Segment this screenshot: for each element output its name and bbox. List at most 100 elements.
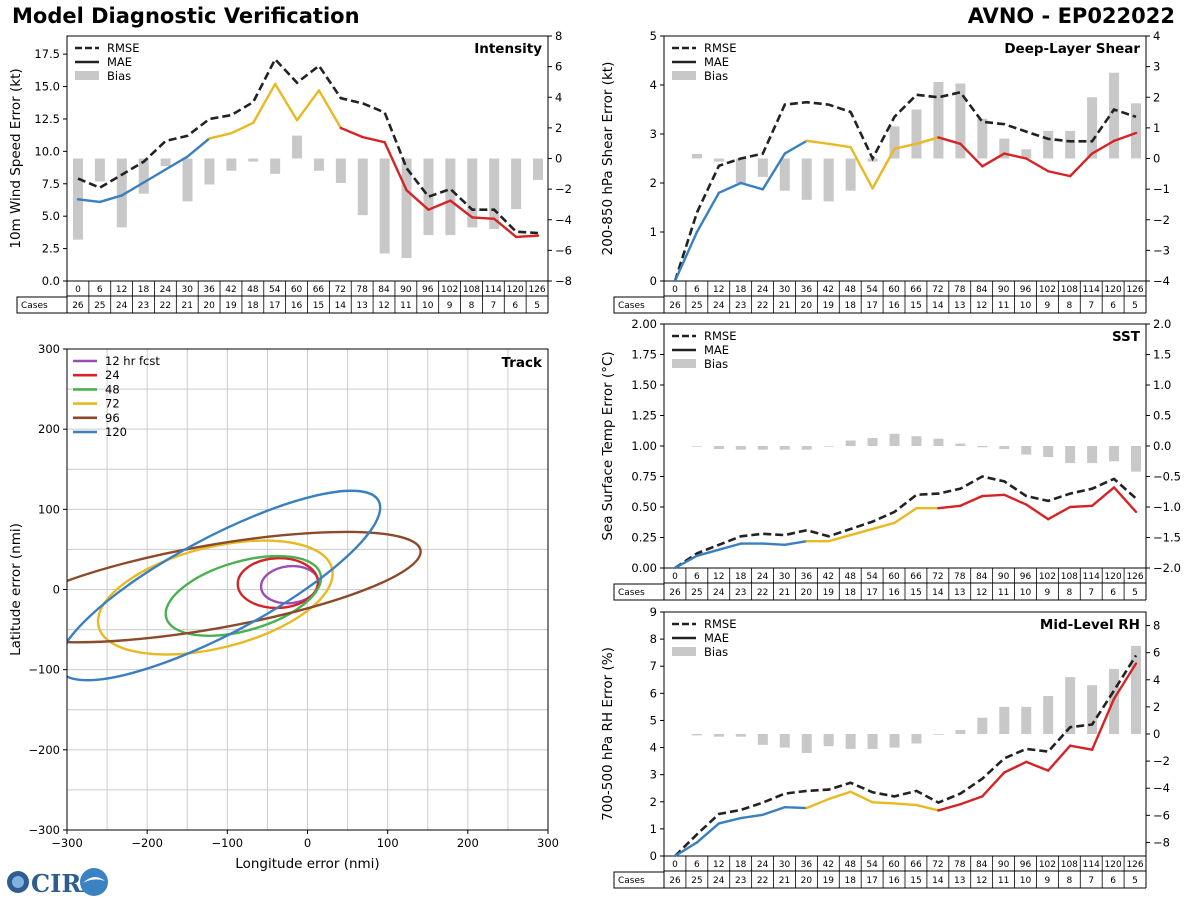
lead-time-label: 30 [182,285,194,295]
case-count: 13 [954,876,965,886]
mae-segment [1003,152,1028,160]
lead-time-label: 42 [823,285,834,295]
mae-segment [492,217,518,239]
case-count: 5 [1132,588,1138,598]
x-tick-label: −100 [212,836,244,850]
case-count: 9 [1045,588,1051,598]
bias-bar [757,734,768,745]
y-tick-label: 200 [38,422,60,436]
bias-bar [779,158,790,191]
y-tick-label: 0.0 [42,274,60,288]
y2-tick-label: 0.0 [1153,439,1171,453]
y-axis-label: Latitude error (nmi) [8,523,24,656]
legend-bias-swatch [672,359,696,368]
mae-segment [1090,697,1116,751]
y-tick-label: 2.5 [42,242,60,256]
y-tick-label: 8 [650,632,657,646]
lead-time-label: 90 [998,572,1010,582]
case-count: 26 [72,301,84,311]
case-count: 11 [998,588,1009,598]
mae-segment [827,790,852,801]
case-count: 12 [976,588,987,598]
y-tick-label: −200 [28,743,60,757]
chart-intensity: 0.02.55.07.510.012.515.017.5−8−6−4−20246… [8,29,572,314]
y-tick-label: 5.0 [42,209,60,223]
lead-time-label: 120 [1105,572,1122,582]
mae-segment [761,806,786,816]
case-count: 23 [735,876,746,886]
y2-tick-label: 0 [1153,727,1160,741]
lead-time-label: 24 [757,860,769,870]
y2-tick-label: 4 [1153,29,1160,43]
mae-segment [717,816,743,825]
y2-tick-label: 2 [1153,700,1160,714]
bias-bar [757,446,768,450]
y-tick-label: 1 [650,822,657,836]
lead-time-label: 84 [976,572,988,582]
mae-segment [1090,486,1116,507]
lead-time-label: 36 [203,285,215,295]
y2-tick-label: 6 [555,60,562,74]
mae-segment [871,521,896,531]
bias-bar [1087,97,1098,159]
panel-title: SST [1112,329,1141,345]
mae-segment [893,802,918,807]
case-count: 6 [1110,301,1116,311]
mae-segment [1046,170,1072,178]
case-count: 18 [845,301,857,311]
case-count: 7 [1088,588,1094,598]
bias-bar [292,135,303,159]
lead-time-label: 66 [313,285,325,295]
mae-segment [937,803,962,812]
y2-tick-label: 2 [1153,90,1160,104]
mae-segment [186,137,211,158]
case-count: 20 [203,301,215,311]
lead-time-label: 0 [672,572,678,582]
mae-segment [405,189,430,211]
error-ellipse [96,539,334,656]
figure-title: Model Diagnostic Verification [12,4,360,28]
bias-bar [533,158,543,180]
legend-bias-label: Bias [107,69,131,83]
lead-time-label: 66 [910,572,922,582]
case-count: 20 [801,588,813,598]
y-tick-label: 0.00 [631,561,657,575]
bias-bar [138,158,149,194]
lead-time-label: 18 [735,285,747,295]
y-tick-label: 5 [650,713,657,727]
lead-time-label: 54 [866,285,878,295]
bias-bar [1087,446,1098,464]
y-tick-label: 4 [650,78,657,92]
bias-bar [713,734,724,737]
case-count: 25 [94,301,105,311]
case-count: 26 [669,301,681,311]
y2-tick-label: 3 [1153,60,1160,74]
mae-segment [673,554,699,570]
cases-header-cell [16,296,68,314]
lead-time-label: 6 [694,285,700,295]
bias-bar [933,438,944,446]
y-tick-label: 1 [650,225,657,239]
storm-model-title: AVNO - EP022022 [967,4,1175,28]
bias-bar [845,440,856,446]
case-count: 13 [954,301,965,311]
case-count: 9 [1045,301,1051,311]
bias-bar [467,158,478,228]
case-count: 22 [757,876,768,886]
bias-bar [911,109,922,159]
panel-title: Intensity [474,41,542,57]
mae-segment [871,147,896,190]
case-count: 19 [823,588,835,598]
mae-segment [739,813,765,820]
mae-segment [937,504,962,510]
case-count: 19 [823,301,835,311]
mae-segment [1112,131,1138,143]
lead-time-label: 90 [998,285,1010,295]
mae-segment [1046,505,1072,521]
case-count: 9 [447,301,453,311]
legend-bias-label: Bias [704,357,728,371]
lead-time-label: 102 [1039,860,1056,870]
globe-highlight-icon [12,876,24,888]
